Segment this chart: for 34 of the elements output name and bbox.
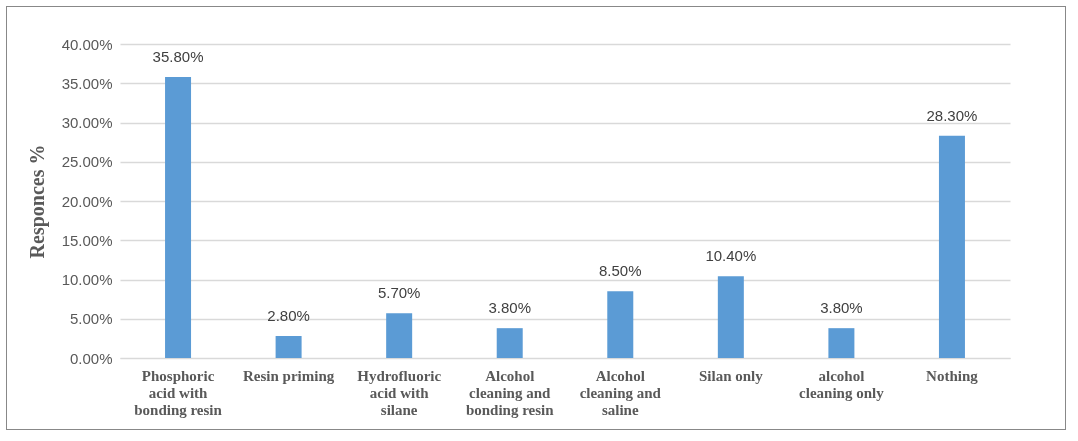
bar (165, 76, 192, 358)
bar (275, 336, 302, 358)
x-tick-label: Phosphoric acid with bonding resin (134, 367, 223, 418)
bar (828, 328, 855, 358)
x-tick-label: Resin priming (242, 367, 335, 384)
data-label: 5.70% (377, 284, 421, 302)
y-tick-label: 20.00% (61, 192, 113, 210)
data-label: 3.80% (488, 299, 531, 317)
y-tick-label: 5.00% (69, 310, 113, 328)
x-tick-label: Silan only (698, 367, 764, 384)
y-tick-label: 40.00% (61, 35, 113, 53)
data-label: 28.30% (926, 106, 978, 124)
y-tick-label: 30.00% (61, 114, 113, 131)
bar (607, 291, 634, 358)
bar (717, 276, 744, 358)
data-label: 2.80% (267, 307, 310, 325)
data-label: 35.80% (152, 47, 204, 65)
y-axis-title: Responces % (25, 144, 49, 259)
bar (496, 328, 523, 358)
y-tick-label: 0.00% (69, 349, 113, 367)
x-tick-label: alcohol cleaning only (799, 367, 885, 401)
y-tick-label: 25.00% (61, 153, 113, 171)
x-tick-label: Nothing (926, 367, 979, 384)
bar (938, 135, 965, 358)
x-tick-label: Hydrofluoric acid with silane (357, 367, 442, 418)
y-tick-label: 10.00% (61, 271, 113, 288)
y-tick-label: 15.00% (61, 231, 113, 249)
y-tick-label: 35.00% (61, 74, 113, 92)
x-tick-label: Alcohol cleaning and bonding resin (465, 367, 555, 418)
data-label: 8.50% (599, 262, 642, 280)
data-label: 10.40% (705, 247, 757, 265)
data-label: 3.80% (820, 299, 863, 317)
x-tick-label: Alcohol cleaning and saline (579, 367, 662, 418)
bar (386, 313, 413, 358)
